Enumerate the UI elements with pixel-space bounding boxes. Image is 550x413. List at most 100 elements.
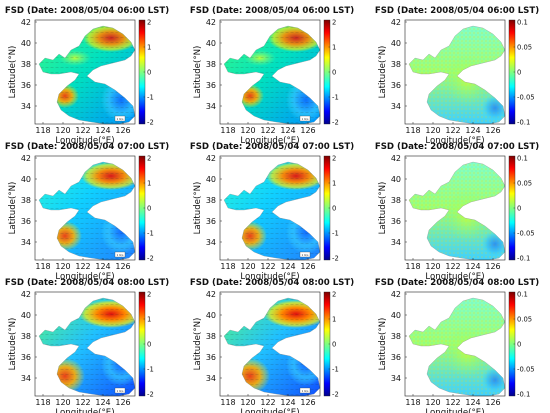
axes-frame (219, 155, 321, 261)
colorbar: 0.1 0.05 0 -0.05 -0.1 (508, 291, 535, 399)
x-tick-label: 122 (75, 262, 90, 271)
colorbar-tick-label: 0.1 (517, 291, 528, 299)
x-tick-label: 124 (280, 398, 295, 407)
y-tick-label: 42 (21, 18, 31, 27)
colorbar-tick-label: 0 (147, 341, 151, 349)
x-tick-label: 120 (55, 126, 70, 135)
colorbar-tick-label: 2 (332, 155, 336, 163)
y-axis-label: Latitude(°N) (193, 318, 203, 371)
colorbar-tick-label: 2 (332, 291, 336, 299)
y-tick-label: 36 (21, 217, 31, 226)
colorbar-tick-label: 1 (147, 180, 151, 188)
panel-title: FSD (Date: 2008/05/04 06:00 LST) (375, 6, 539, 16)
y-tick-label: 38 (391, 196, 401, 205)
panel-title: FSD (Date: 2008/05/04 08:00 LST) (5, 278, 169, 288)
map-panel-5: FSD (Date: 2008/05/04 07:00 LST) 1 m/s 118… (190, 142, 354, 282)
colorbar-tick-label: -1 (332, 366, 339, 374)
map-panel-1: FSD (Date: 2008/05/04 06:00 LST) 1 m/s 118… (5, 6, 169, 146)
axes-frame (34, 19, 136, 125)
x-tick-label: 120 (55, 262, 70, 271)
colorbar-tick-label: 1 (332, 180, 336, 188)
y-tick-label: 36 (391, 81, 401, 90)
colorbar-tick-label: -1 (147, 230, 154, 238)
y-tick-label: 36 (391, 217, 401, 226)
colorbar-tick-label: 1 (147, 44, 151, 52)
x-tick-label: 122 (75, 126, 90, 135)
map-panel-7: FSD (Date: 2008/05/04 08:00 LST) 1 m/s 118… (5, 278, 169, 413)
y-axis-label: Latitude(°N) (193, 46, 203, 99)
colorbar-tick-label: -2 (147, 255, 154, 263)
panel-title: FSD (Date: 2008/05/04 07:00 LST) (190, 142, 354, 152)
y-tick-label: 42 (391, 18, 401, 27)
y-tick-label: 38 (21, 60, 31, 69)
y-tick-label: 42 (391, 154, 401, 163)
axes-frame (404, 291, 506, 397)
y-tick-label: 38 (21, 332, 31, 341)
panel-title: FSD (Date: 2008/05/04 06:00 LST) (5, 6, 169, 16)
colorbar-tick-label: -1 (332, 94, 339, 102)
x-axis-label: Longitude(°E) (425, 136, 484, 146)
axes-frame (219, 19, 321, 125)
x-axis-label: Longitude(°E) (240, 408, 299, 413)
colorbar-tick-label: 1 (332, 44, 336, 52)
x-tick-label: 118 (35, 126, 50, 135)
colorbar: 2 1 0 -1 -2 (323, 291, 339, 399)
colorbar: 2 1 0 -1 -2 (138, 155, 154, 263)
x-tick-label: 126 (485, 126, 500, 135)
x-axis-label: Longitude(°E) (240, 136, 299, 146)
vector-scale-label: 1 m/s (117, 390, 124, 393)
colorbar-tick-label: -2 (332, 255, 339, 263)
x-tick-label: 118 (220, 126, 235, 135)
colorbar-tick-label: -2 (147, 391, 154, 399)
x-axis-label: Longitude(°E) (425, 272, 484, 282)
y-tick-label: 38 (206, 60, 216, 69)
x-axis-label: Longitude(°E) (55, 136, 114, 146)
y-tick-label: 36 (391, 353, 401, 362)
vector-scale-box: 1 m/s (299, 251, 311, 258)
colorbar-tick-label: 0 (517, 205, 521, 213)
colorbar-tick-label: 2 (332, 19, 336, 27)
y-tick-label: 40 (206, 175, 216, 184)
colorbar-tick-label: -0.1 (517, 391, 530, 399)
y-tick-label: 36 (206, 353, 216, 362)
y-axis-label: Latitude(°N) (8, 182, 18, 235)
colorbar-tick-label: -2 (332, 391, 339, 399)
x-axis-label: Longitude(°E) (55, 272, 114, 282)
colorbar: 2 1 0 -1 -2 (138, 19, 154, 127)
y-tick-label: 42 (206, 290, 216, 299)
colorbar-tick-label: -0.05 (517, 94, 535, 102)
colorbar-tick-label: 0.1 (517, 19, 528, 27)
axes-frame (34, 291, 136, 397)
colorbar-tick-label: -2 (147, 119, 154, 127)
x-axis-label: Longitude(°E) (425, 408, 484, 413)
x-tick-label: 126 (485, 398, 500, 407)
colorbar-tick-label: 0.05 (517, 180, 532, 188)
x-tick-label: 120 (425, 262, 440, 271)
axes-frame (34, 155, 136, 261)
y-tick-label: 40 (21, 311, 31, 320)
vector-scale-label: 1 m/s (117, 118, 124, 121)
vector-scale-label: 1 m/s (302, 390, 309, 393)
y-tick-label: 36 (206, 81, 216, 90)
y-tick-label: 34 (21, 102, 31, 111)
map-panel-8: FSD (Date: 2008/05/04 08:00 LST) 1 m/s 118… (190, 278, 354, 413)
y-axis-label: Latitude(°N) (8, 46, 18, 99)
x-tick-label: 124 (95, 262, 110, 271)
y-tick-label: 34 (391, 238, 401, 247)
colorbar-tick-label: 1 (147, 316, 151, 324)
y-tick-label: 34 (391, 102, 401, 111)
x-tick-label: 122 (75, 398, 90, 407)
vector-scale-label: 1 m/s (117, 254, 124, 257)
colorbar-tick-label: 2 (147, 155, 151, 163)
y-tick-label: 38 (391, 60, 401, 69)
y-axis-label: Latitude(°N) (378, 182, 388, 235)
x-tick-label: 122 (260, 398, 275, 407)
y-tick-label: 40 (21, 175, 31, 184)
map-panel-3: FSD (Date: 2008/05/04 06:00 LST) 118 120 12… (375, 6, 539, 146)
colorbar: 0.1 0.05 0 -0.05 -0.1 (508, 19, 535, 127)
colorbar-tick-label: 0 (332, 341, 336, 349)
vector-scale-label: 1 m/s (302, 118, 309, 121)
x-tick-label: 118 (405, 262, 420, 271)
colorbar-tick-label: 0.05 (517, 316, 532, 324)
axes-frame (404, 19, 506, 125)
